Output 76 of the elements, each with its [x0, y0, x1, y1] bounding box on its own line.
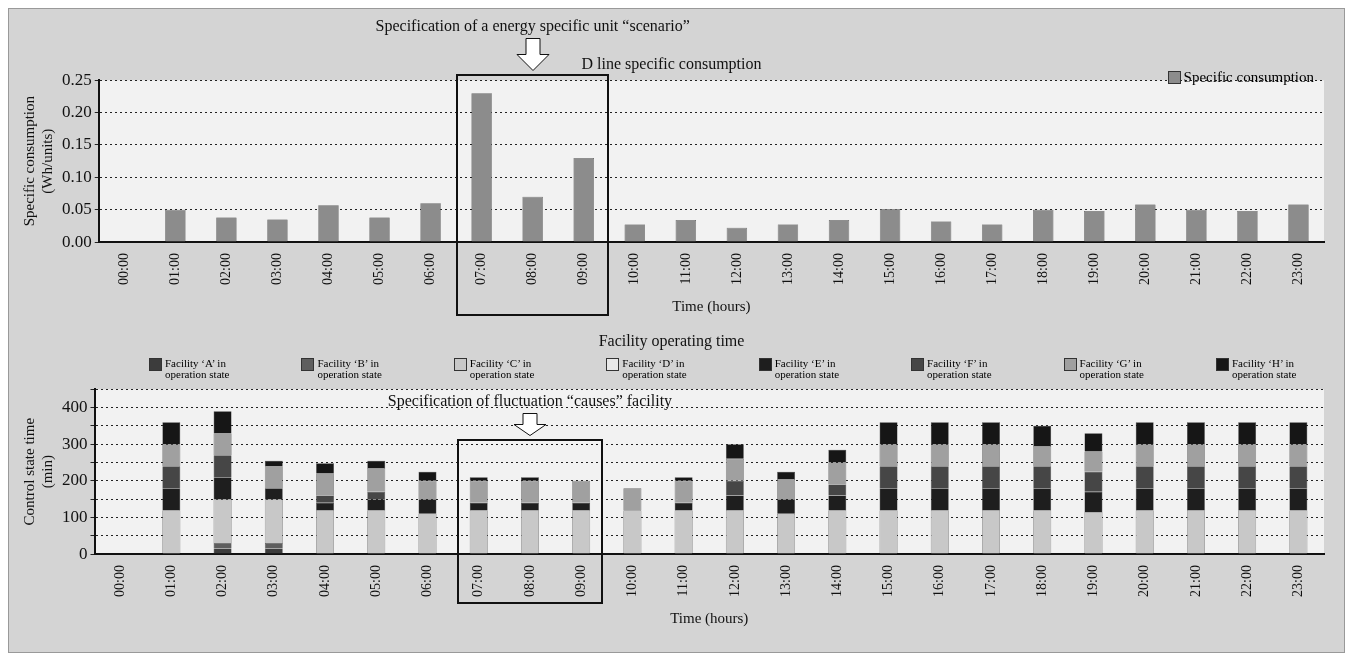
legend-label: Facility ‘F’ in operation state — [927, 357, 993, 380]
x-tick-label: 17:00 — [983, 253, 999, 285]
x-tick-label: 11:00 — [675, 565, 691, 597]
x-tick-label: 22:00 — [1239, 253, 1255, 285]
x-tick-label: 21:00 — [1188, 253, 1204, 285]
x-tick-label: 06:00 — [422, 253, 438, 285]
legend-label: Facility ‘C’ in operation state — [469, 357, 536, 380]
legend-label: Facility ‘H’ in operation state — [1231, 357, 1298, 380]
y-axis-title: Specific consumption (Wh/units) — [20, 95, 56, 227]
x-tick-label: 14:00 — [828, 565, 844, 597]
x-tick-label: 20:00 — [1136, 565, 1152, 597]
y-tick-label: 0.00 — [62, 231, 92, 251]
x-tick-label: 04:00 — [320, 253, 336, 285]
x-tick-label: 16:00 — [931, 565, 947, 597]
y-tick-label: 300 — [62, 433, 88, 453]
legend-label: Specific consumption — [1183, 69, 1314, 85]
x-tick-label: 01:00 — [163, 565, 179, 597]
x-tick-label: 07:00 — [470, 565, 486, 597]
x-tick-label: 01:00 — [167, 253, 182, 285]
legend-label: Facility ‘G’ in operation state — [1079, 357, 1145, 380]
x-tick-label: 09:00 — [575, 253, 591, 285]
x-tick-label: 05:00 — [371, 253, 387, 285]
x-tick-label: 09:00 — [572, 565, 588, 597]
x-tick-label: 13:00 — [777, 565, 793, 597]
x-tick-label: 23:00 — [1290, 253, 1306, 285]
x-tick-label: 19:00 — [1085, 253, 1101, 285]
y-tick-label: 100 — [62, 506, 88, 526]
x-tick-label: 17:00 — [982, 565, 998, 597]
y-tick-label: 0 — [79, 543, 88, 563]
legend-label: Facility ‘A’ in operation state — [165, 357, 231, 380]
y-tick-label: 0.20 — [62, 102, 92, 122]
x-tick-label: 16:00 — [932, 253, 948, 285]
x-tick-label: 10:00 — [624, 565, 640, 597]
x-tick-label: 02:00 — [218, 253, 234, 285]
x-tick-label: 18:00 — [1034, 253, 1050, 285]
y-axis-title: Control state time (min) — [20, 417, 56, 526]
y-tick-label: 0.15 — [62, 134, 92, 154]
x-tick-label: 00:00 — [111, 565, 127, 597]
x-tick-label: 10:00 — [626, 253, 642, 285]
x-axis-title: Time (hours) — [670, 609, 749, 627]
y-tick-label: 0.10 — [62, 166, 92, 186]
x-tick-label: 03:00 — [265, 565, 281, 597]
x-tick-label: 00:00 — [115, 253, 131, 285]
legend-label: Facility ‘D’ in operation state — [622, 357, 688, 380]
y-tick-label: 0.25 — [62, 69, 92, 89]
y-tick-label: 400 — [62, 396, 88, 416]
x-tick-label: 12:00 — [728, 253, 744, 285]
x-tick-label: 22:00 — [1238, 565, 1254, 597]
x-tick-label: 12:00 — [726, 565, 742, 597]
x-tick-label: 08:00 — [521, 565, 537, 597]
x-tick-label: 08:00 — [524, 253, 540, 285]
x-tick-label: 21:00 — [1187, 565, 1203, 597]
x-tick-label: 07:00 — [473, 253, 489, 285]
x-tick-label: 13:00 — [779, 253, 795, 285]
x-tick-label: 02:00 — [214, 565, 230, 597]
chart-title: Facility operating time — [598, 331, 745, 350]
x-tick-label: 04:00 — [316, 565, 332, 597]
x-tick-label: 05:00 — [367, 565, 383, 597]
x-tick-label: 15:00 — [881, 253, 897, 285]
text: Specification of a energy specific unit “scenario” — [375, 16, 690, 36]
x-tick-label: 15:00 — [880, 565, 896, 597]
x-tick-label: 23:00 — [1290, 565, 1306, 597]
x-tick-label: 18:00 — [1033, 565, 1049, 597]
legend-label: Facility ‘E’ in operation state — [774, 357, 841, 380]
x-axis-title: Time (hours) — [672, 297, 751, 315]
x-tick-label: 20:00 — [1136, 253, 1152, 285]
x-tick-label: 11:00 — [677, 253, 693, 285]
x-tick-label: 03:00 — [269, 253, 285, 285]
x-tick-label: 06:00 — [419, 565, 435, 597]
y-tick-label: 200 — [62, 470, 88, 490]
y-tick-label: 0.05 — [62, 199, 92, 219]
x-tick-label: 19:00 — [1085, 565, 1101, 597]
chart-title: D line specific consumption — [581, 54, 762, 73]
legend-label: Facility ‘B’ in operation state — [317, 357, 383, 380]
x-tick-label: 14:00 — [830, 253, 846, 285]
annotation: Specification of fluctuation “causes” facility — [387, 391, 673, 411]
